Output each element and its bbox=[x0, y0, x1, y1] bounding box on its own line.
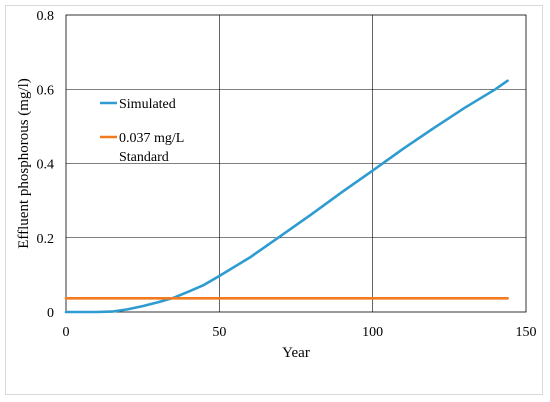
x-tick-label: 100 bbox=[362, 325, 383, 340]
y-tick-label: 0.6 bbox=[37, 83, 55, 98]
grid-lines bbox=[66, 15, 526, 312]
tick-labels: 0 50 100 150 0 0.2 0.4 0.6 0.8 bbox=[37, 9, 537, 340]
plot-area-border bbox=[65, 14, 527, 313]
x-tick-label: 150 bbox=[516, 325, 537, 340]
x-tick-label: 50 bbox=[212, 325, 226, 340]
legend-label-standard: 0.037 mg/L bbox=[119, 131, 184, 146]
legend: Simulated 0.037 mg/L Standard bbox=[100, 97, 184, 165]
series-group bbox=[64, 79, 509, 314]
chart-frame bbox=[5, 5, 543, 395]
legend-label-standard: Standard bbox=[119, 150, 169, 165]
y-tick-label: 0.2 bbox=[37, 232, 55, 247]
legend-label-simulated: Simulated bbox=[119, 97, 176, 112]
y-tick-label: 0 bbox=[47, 306, 54, 321]
y-tick-label: 0.8 bbox=[37, 9, 55, 24]
series-line-simulated bbox=[64, 79, 509, 314]
y-axis-label: Effluent phosphorous (mg/l) bbox=[16, 78, 32, 249]
x-tick-label: 0 bbox=[63, 325, 70, 340]
x-axis-label: Year bbox=[282, 345, 310, 361]
y-tick-label: 0.4 bbox=[37, 158, 55, 173]
